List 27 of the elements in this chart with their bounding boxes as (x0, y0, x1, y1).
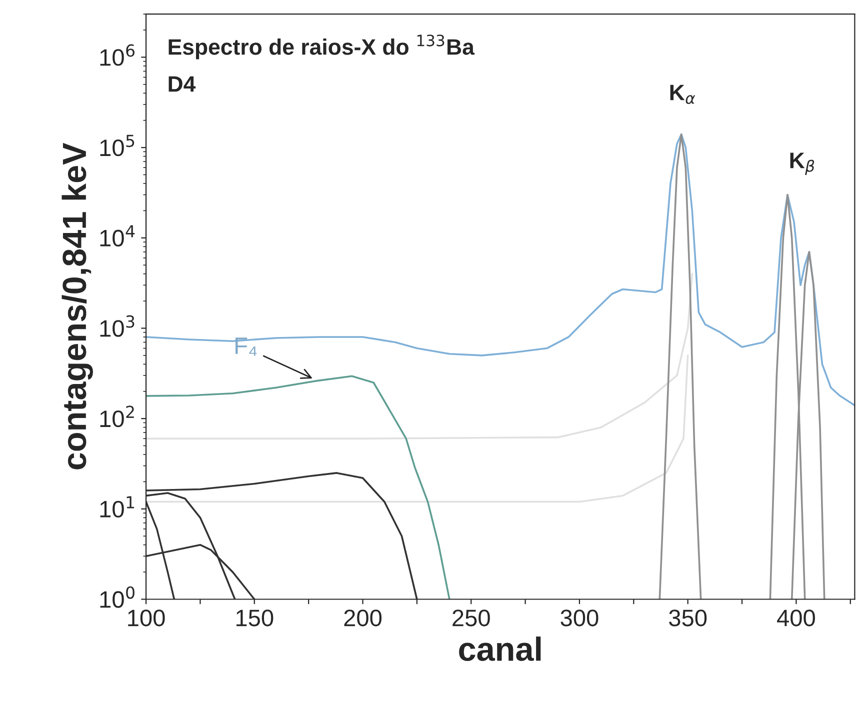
x-tick-label: 150 (236, 610, 274, 626)
y-tick-label: 10$^{4}$ (100, 225, 135, 247)
line-series (146, 133, 855, 406)
y-tick-label: 10$^{0}$ (100, 586, 134, 608)
annotation: K$_{α}$ (670, 84, 696, 104)
line-series (146, 375, 450, 600)
annotation: F₄ (236, 338, 257, 356)
annotation: K$_{β}$ (790, 152, 814, 175)
x-tick-label: 200 (344, 610, 382, 626)
y-tick-label: 10$^{2}$ (100, 406, 134, 428)
x-tick-label: 300 (560, 610, 598, 626)
text: D4 (168, 76, 196, 92)
x-axis-title: canal (459, 636, 541, 662)
y-axis-title: contagens/0,841 keV (62, 142, 93, 470)
y-tick-label: 10$^{1}$ (100, 496, 134, 518)
x-tick-label: 350 (669, 610, 707, 626)
x-tick-label: 250 (452, 610, 490, 626)
line-series (146, 354, 689, 503)
line-series (146, 472, 418, 600)
line-series (146, 272, 694, 440)
y-tick-label: 10$^{5}$ (100, 134, 134, 156)
y-tick-label: 10$^{6}$ (100, 44, 134, 66)
x-tick-label: 400 (777, 610, 815, 626)
y-tick-label: 10$^{3}$ (100, 315, 134, 337)
line-series (658, 133, 702, 600)
x-tick-label: 100 (128, 610, 165, 626)
text: Espectro de raios-X do $^{133}$Ba (168, 34, 475, 60)
